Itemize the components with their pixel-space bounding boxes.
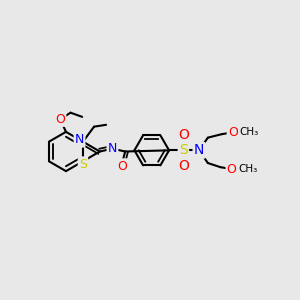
Text: O: O bbox=[117, 160, 127, 172]
Text: S: S bbox=[179, 143, 188, 157]
Text: O: O bbox=[228, 126, 238, 139]
Text: O: O bbox=[55, 113, 65, 126]
Text: N: N bbox=[108, 142, 117, 155]
Text: O: O bbox=[178, 128, 189, 142]
Text: S: S bbox=[79, 158, 87, 171]
Text: O: O bbox=[178, 159, 189, 173]
Text: O: O bbox=[227, 163, 237, 176]
Text: CH₃: CH₃ bbox=[238, 164, 257, 174]
Text: N: N bbox=[194, 143, 204, 157]
Text: N: N bbox=[75, 133, 84, 146]
Text: CH₃: CH₃ bbox=[239, 127, 259, 137]
